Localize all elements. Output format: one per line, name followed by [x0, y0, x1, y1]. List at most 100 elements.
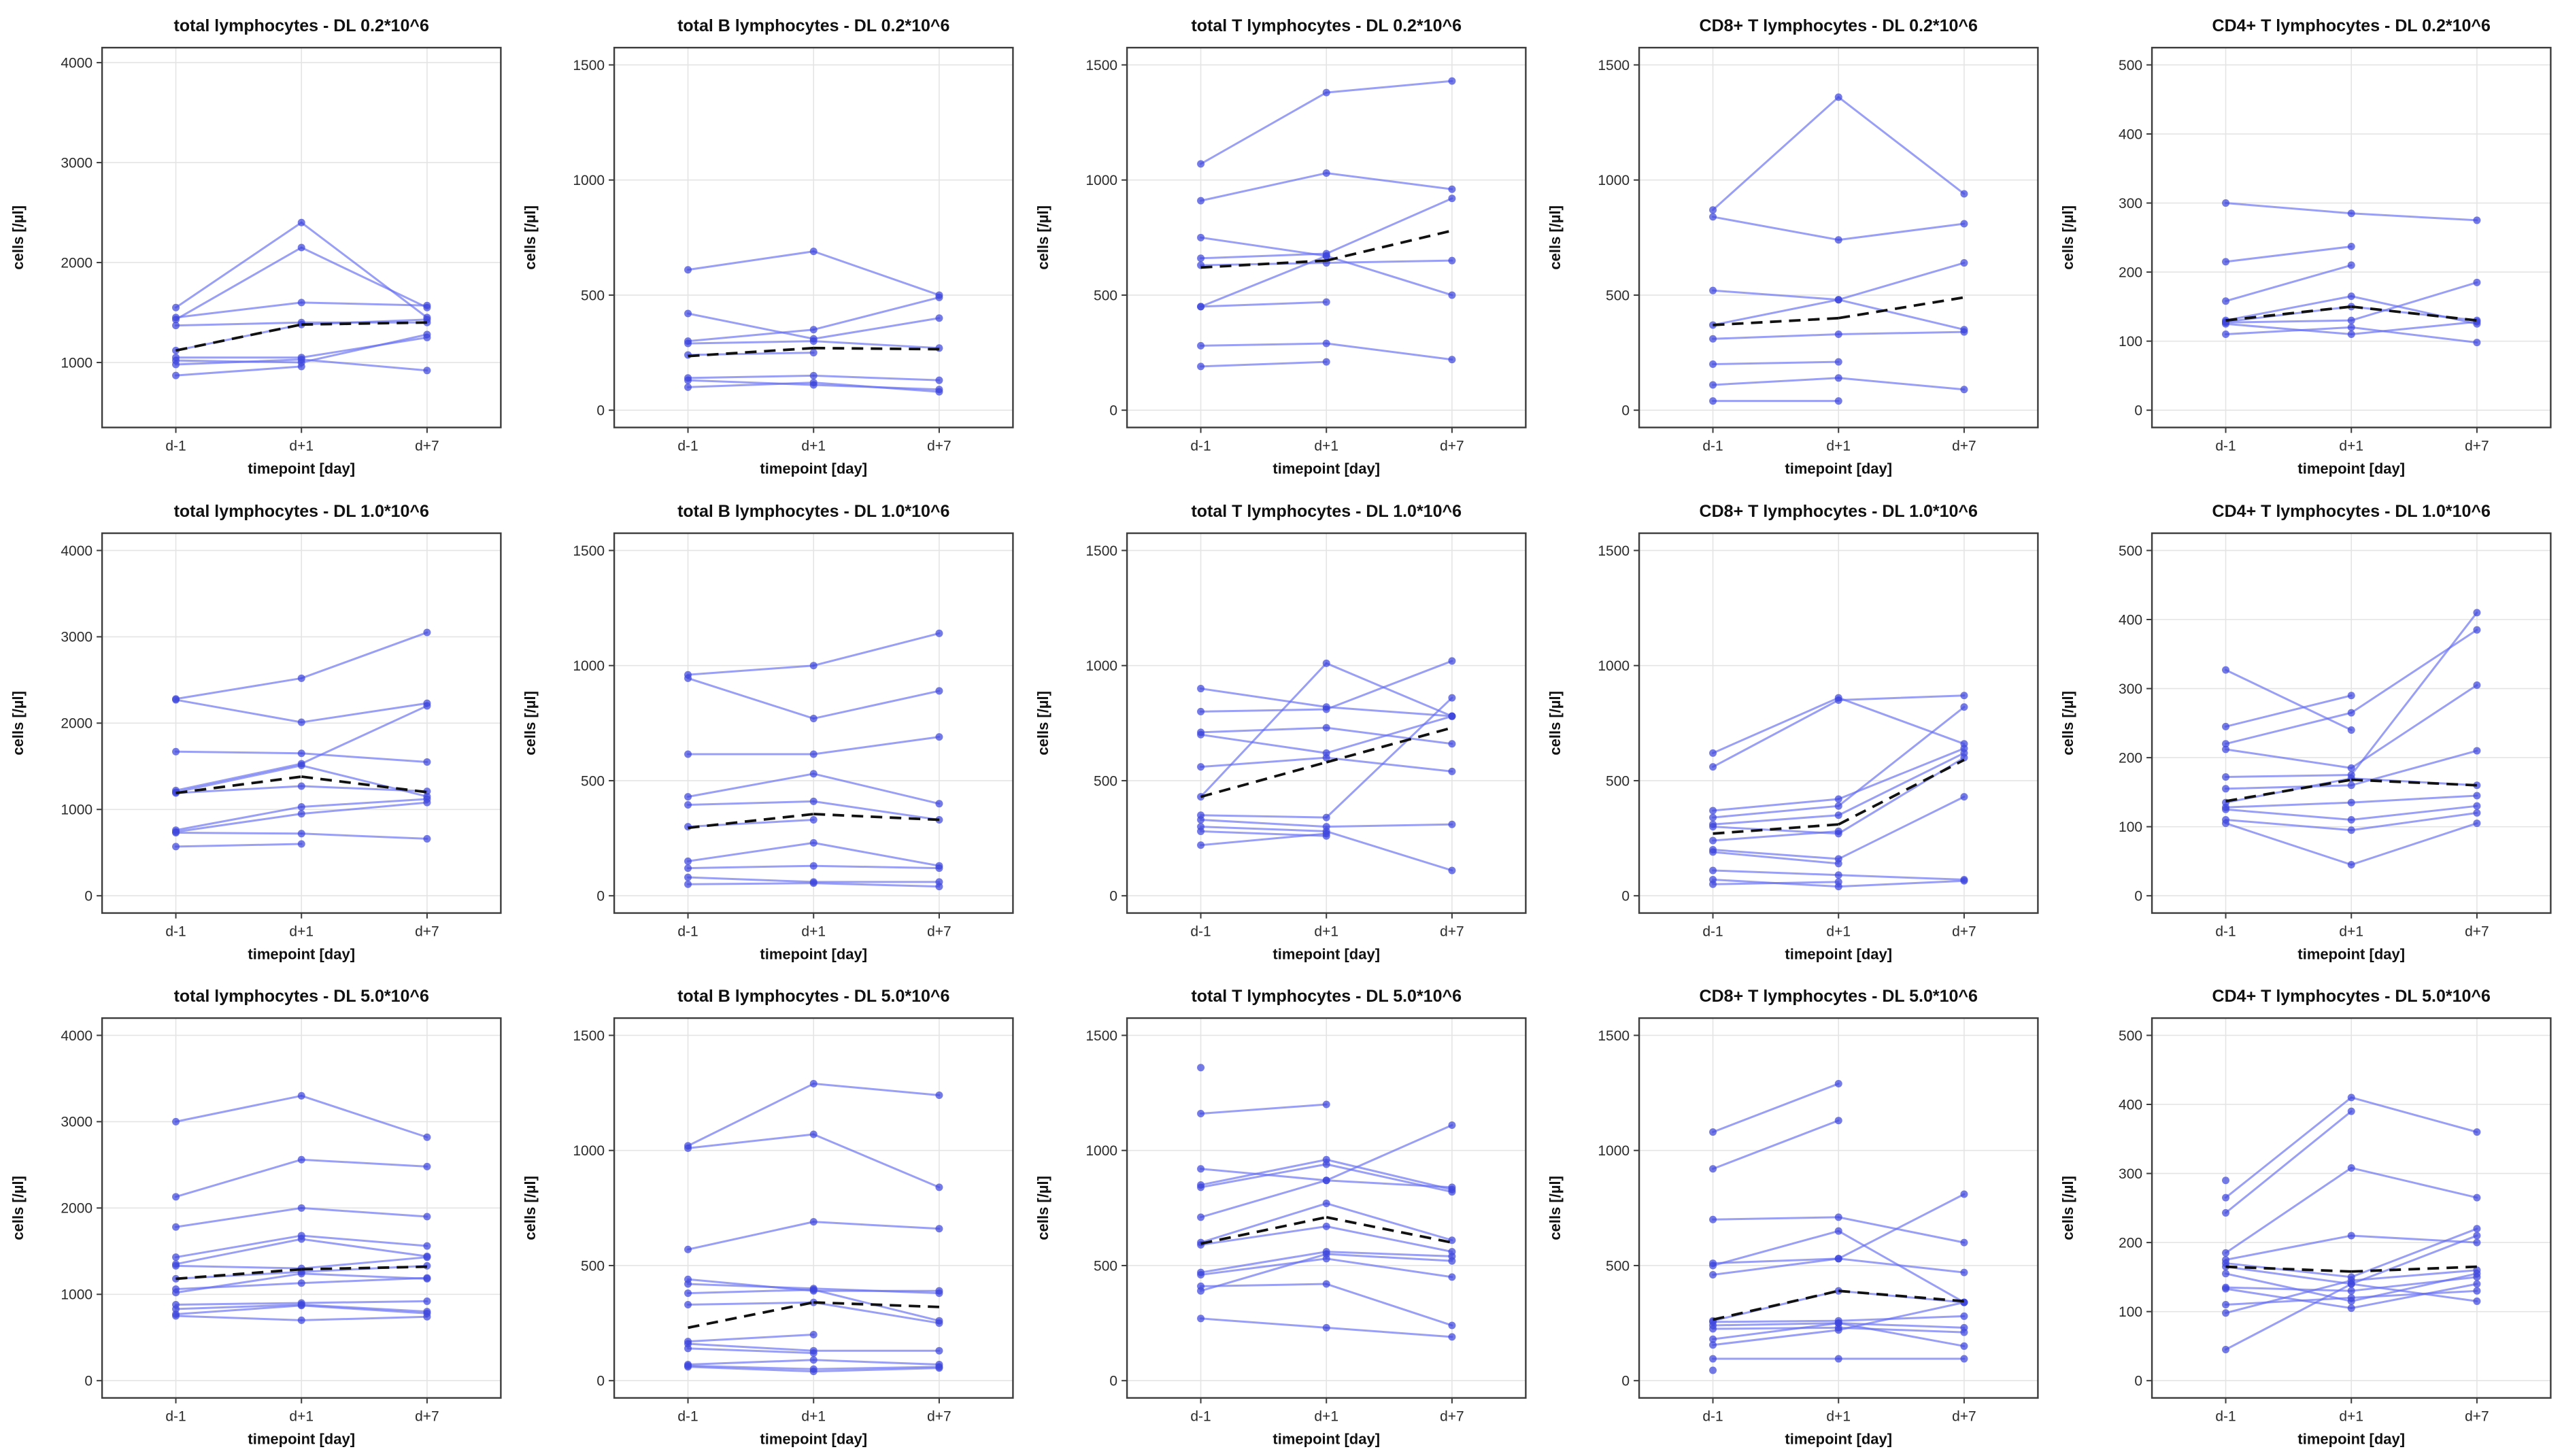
series-line-subject-3 [2224, 1110, 2353, 1215]
data-point-subject-13 [2473, 1298, 2481, 1306]
series-line-subject-3 [1325, 1179, 1453, 1189]
mean-dashed-line [1713, 823, 1839, 835]
panel-2-5: 0 100 200 300 400 500 d-1 d+1 d+7 CD4+ T lymphocy… [2050, 486, 2562, 971]
data-point-subject-2 [2347, 1094, 2355, 1102]
y-tick-label: 2000 [61, 715, 92, 731]
data-point-subject-1 [172, 1118, 180, 1126]
data-point-subject-1 [2221, 666, 2229, 674]
x-axis-title: timepoint [day] [760, 945, 868, 962]
panel-title: total T lymphocytes - DL 0.2*10^6 [1191, 16, 1462, 35]
series-line-subject-4 [687, 772, 815, 798]
y-axis-title: cells [/µl] [1547, 1176, 1564, 1240]
data-point-subject-7 [1709, 836, 1717, 845]
data-point-subject-9 [297, 829, 305, 837]
x-axis-title: timepoint [day] [2297, 1431, 2405, 1448]
data-point-subject-6 [2473, 747, 2481, 755]
y-tick-label: 500 [2119, 543, 2142, 558]
series-line-subject-2 [813, 317, 941, 340]
series-line-subject-7 [2224, 1266, 2353, 1285]
series-line-subject-4 [687, 340, 815, 345]
data-point-subject-8 [2473, 339, 2481, 347]
y-tick-label: 0 [2134, 1374, 2142, 1389]
y-tick-label: 300 [2119, 1166, 2142, 1182]
data-point-subject-8 [810, 1331, 818, 1339]
data-point-subject-4 [1960, 1268, 1968, 1276]
series-line-subject-10 [1837, 1327, 1966, 1334]
data-point-subject-10 [1709, 866, 1717, 875]
data-point-subject-12 [2221, 1309, 2229, 1317]
series-line-subject-8 [175, 1282, 303, 1291]
series-line-subject-3 [1325, 726, 1453, 745]
data-point-subject-7 [1322, 1200, 1330, 1208]
x-tick-label: d+7 [2465, 1409, 2489, 1425]
data-point-subject-2 [423, 1163, 431, 1171]
series-line-subject-9 [300, 832, 428, 840]
y-tick-label: 0 [1109, 403, 1117, 419]
mean-dashed-line [175, 775, 302, 794]
series-line-subject-2 [1712, 216, 1840, 241]
data-point-subject-8 [1448, 820, 1456, 828]
series-line-subject-4 [813, 340, 941, 350]
mean-dashed-line [1838, 758, 1965, 826]
x-tick-label: d-1 [1190, 439, 1211, 454]
series-line-subject-3 [2224, 711, 2353, 745]
data-point-subject-4 [684, 339, 692, 348]
y-tick-label: 0 [1622, 888, 1630, 904]
x-axis-title: timepoint [day] [760, 1431, 868, 1448]
series-line-subject-13 [300, 1316, 428, 1322]
series-line-subject-10 [1199, 1257, 1328, 1276]
series-line-subject-5 [813, 800, 941, 821]
series-line-subject-11 [2350, 1290, 2478, 1300]
data-point-subject-6 [1834, 358, 1842, 366]
series-line-subject-8 [1712, 848, 1840, 860]
data-point-subject-11 [1448, 1321, 1456, 1330]
y-tick-label: 1000 [573, 1143, 605, 1159]
series-line-subject-1 [1325, 705, 1453, 717]
x-tick-label: d-1 [1190, 1409, 1211, 1425]
series-line-subject-8 [1199, 342, 1328, 347]
data-point-subject-2 [2221, 722, 2229, 730]
mean-dashed-line [1200, 1216, 1327, 1245]
data-point-subject-12 [1448, 1257, 1456, 1266]
series-line-subject-1 [813, 632, 941, 666]
data-point-subject-2 [684, 309, 692, 318]
series-line-subject-1 [1837, 696, 1966, 745]
x-tick-label: d-1 [2215, 439, 2236, 454]
series-line-subject-11 [2224, 822, 2353, 866]
data-point-subject-3 [935, 732, 943, 741]
data-point-subject-9 [2473, 1273, 2481, 1281]
panel-3-5: 0 100 200 300 400 500 d-1 d+1 d+7 CD4+ T lymphocy… [2050, 970, 2562, 1456]
series-line-subject-2 [2224, 246, 2353, 263]
data-point-subject-10 [1960, 1328, 1968, 1336]
data-point-subject-5 [935, 815, 943, 824]
data-point-subject-10 [1448, 1273, 1456, 1281]
series-line-subject-6 [2350, 281, 2478, 322]
data-point-subject-8 [297, 356, 305, 364]
series-line-subject-5 [1325, 259, 1453, 265]
series-line-subject-5 [813, 1287, 941, 1295]
data-point-subject-2 [1960, 220, 1968, 228]
y-tick-label: 1500 [1085, 1028, 1117, 1044]
data-point-subject-6 [1322, 1176, 1330, 1185]
series-line-subject-7 [2350, 1234, 2478, 1285]
x-tick-label: d+7 [928, 924, 952, 939]
series-line-subject-9 [2224, 1286, 2353, 1293]
series-line-subject-8 [2224, 801, 2353, 809]
y-tick-label: 3000 [61, 155, 92, 171]
series-line-subject-2 [1325, 172, 1453, 190]
panel-title: total T lymphocytes - DL 5.0*10^6 [1191, 987, 1462, 1006]
data-point-subject-7 [423, 331, 431, 339]
data-point-subject-4 [2221, 745, 2229, 754]
panel-title: total lymphocytes - DL 5.0*10^6 [174, 987, 429, 1006]
series-line-subject-5 [1325, 756, 1453, 773]
series-line-subject-9 [687, 876, 815, 883]
data-point-subject-4 [1709, 321, 1717, 329]
y-tick-label: 2000 [61, 255, 92, 271]
y-axis-title: cells [/µl] [522, 1176, 539, 1240]
series-line-subject-9 [1837, 1322, 1966, 1330]
data-point-subject-2 [935, 1183, 943, 1191]
data-point-subject-5 [2473, 608, 2481, 617]
data-point-subject-6 [1196, 1213, 1204, 1221]
series-line-subject-9 [175, 1272, 303, 1294]
data-point-subject-7 [810, 1298, 818, 1306]
